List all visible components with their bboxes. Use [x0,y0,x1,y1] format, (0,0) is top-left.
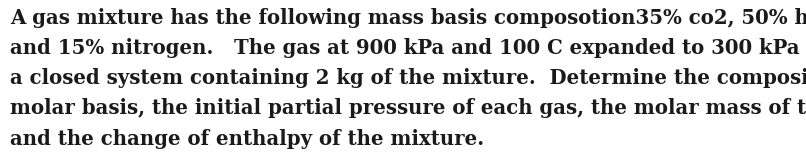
Text: molar basis, the initial partial pressure of each gas, the molar mass of the mix: molar basis, the initial partial pressur… [10,98,806,118]
Text: and the change of enthalpy of the mixture.: and the change of enthalpy of the mixtur… [10,129,484,149]
Text: a closed system containing 2 kg of the mixture.  Determine the composition on: a closed system containing 2 kg of the m… [10,68,806,88]
Text: A gas mixture has the following mass basis composotion35% co2, 50% hydrogen,: A gas mixture has the following mass bas… [10,8,806,28]
Text: and 15% nitrogen.   The gas at 900 kPa and 100 C expanded to 300 kPa and 40C in: and 15% nitrogen. The gas at 900 kPa and… [10,38,806,58]
